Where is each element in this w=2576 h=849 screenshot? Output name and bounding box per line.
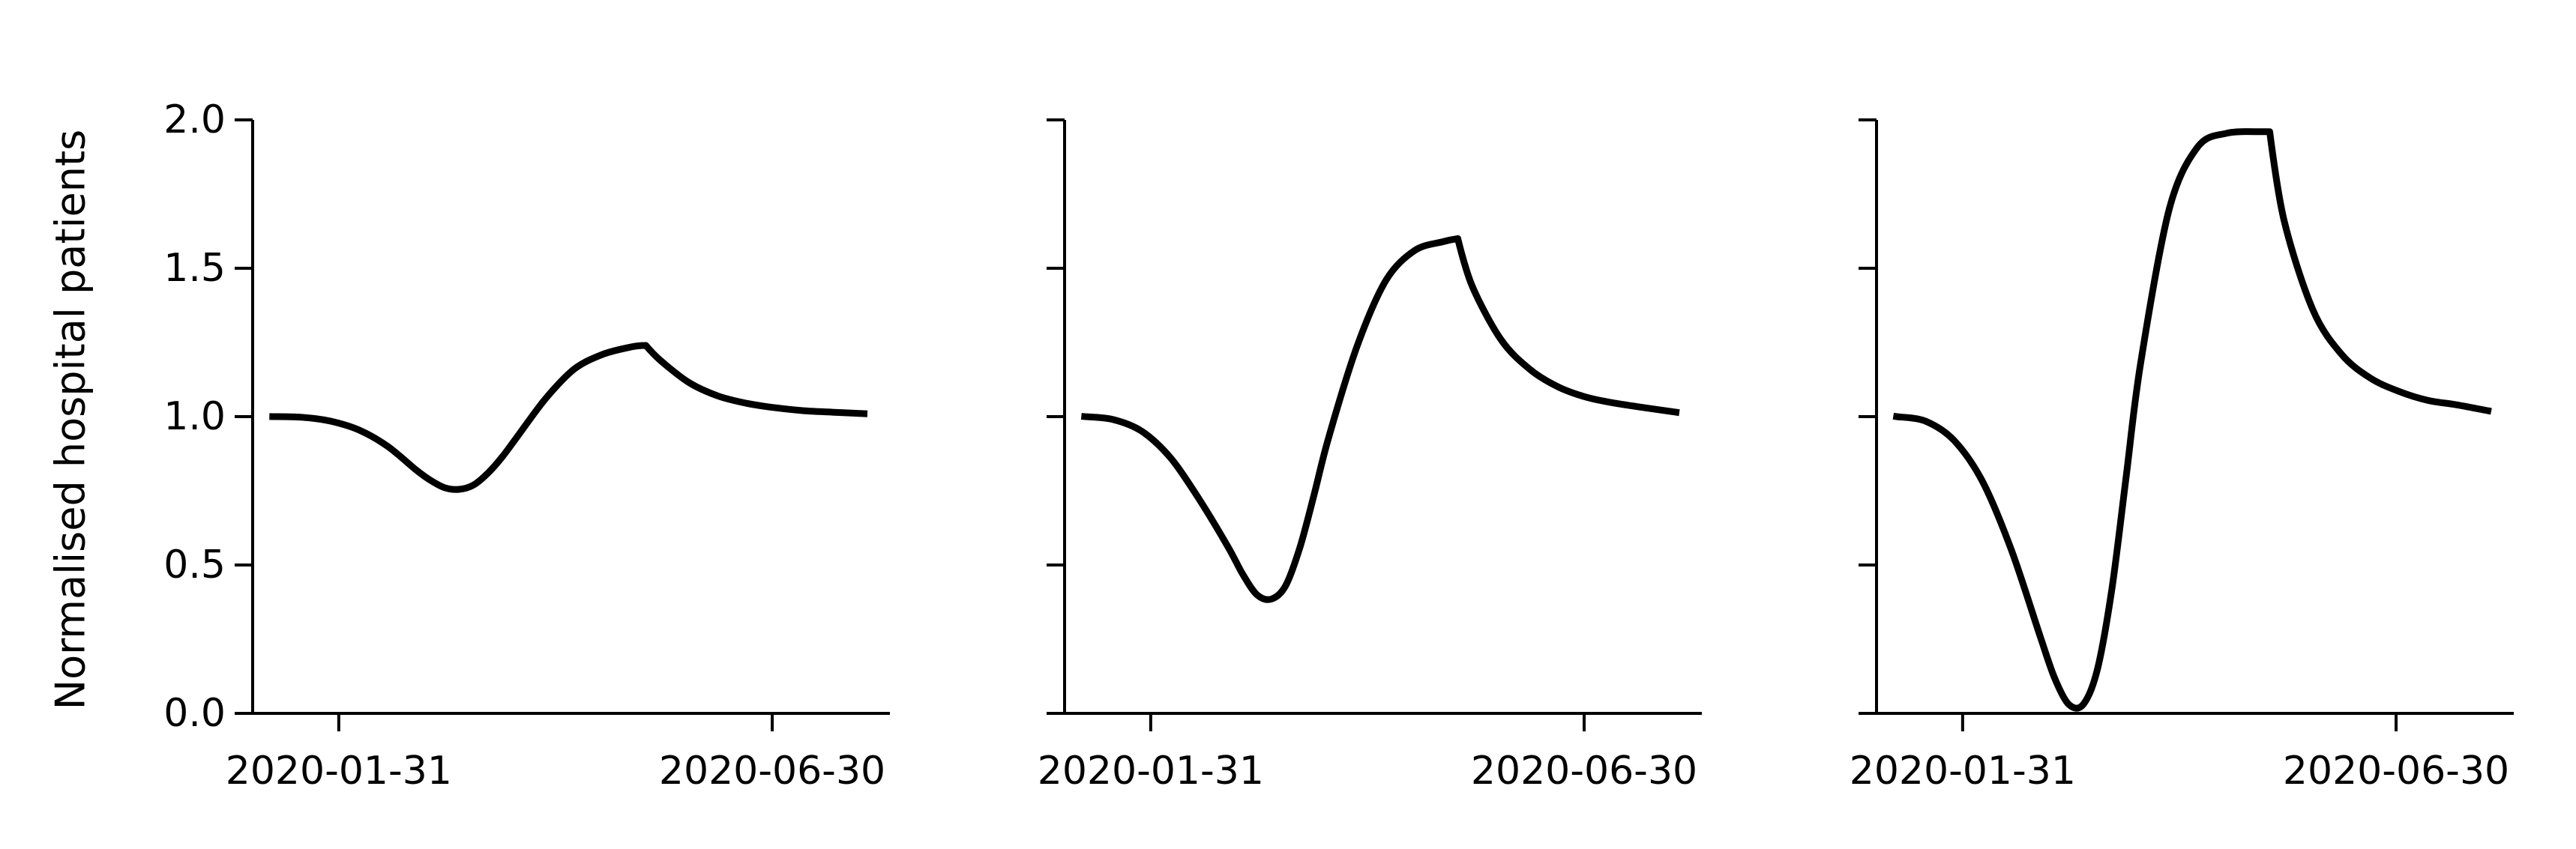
series-line-1 [1892, 128, 2492, 712]
chart-panel-3: 2020-01-31 2020-06-30 [1850, 118, 2514, 794]
y-tick-label: 2.0 [163, 97, 226, 142]
y-tick-label: 0.0 [163, 691, 226, 736]
x-tick-label: 2020-01-31 [226, 749, 452, 794]
chart-panel-1: 0.0 0.5 1.0 1.5 2.0 2020-01-31 2020-06-30 [163, 97, 890, 794]
x-tick-label: 2020-01-31 [1038, 749, 1264, 794]
series-line-1 [269, 342, 868, 493]
y-tick-label: 0.5 [163, 543, 226, 587]
x-tick-label: 2020-06-30 [1471, 749, 1697, 794]
x-tick-label: 2020-06-30 [659, 749, 885, 794]
y-tick-label: 1.0 [163, 394, 226, 439]
chart-panel-2: 2020-01-31 2020-06-30 [1038, 118, 1702, 794]
y-tick-label: 1.5 [163, 246, 226, 291]
y-axis-label: Normalised hospital patients [46, 129, 94, 710]
x-tick-label: 2020-06-30 [2283, 749, 2509, 794]
series-line-1 [1080, 235, 1680, 603]
x-tick-label: 2020-01-31 [1850, 749, 2076, 794]
